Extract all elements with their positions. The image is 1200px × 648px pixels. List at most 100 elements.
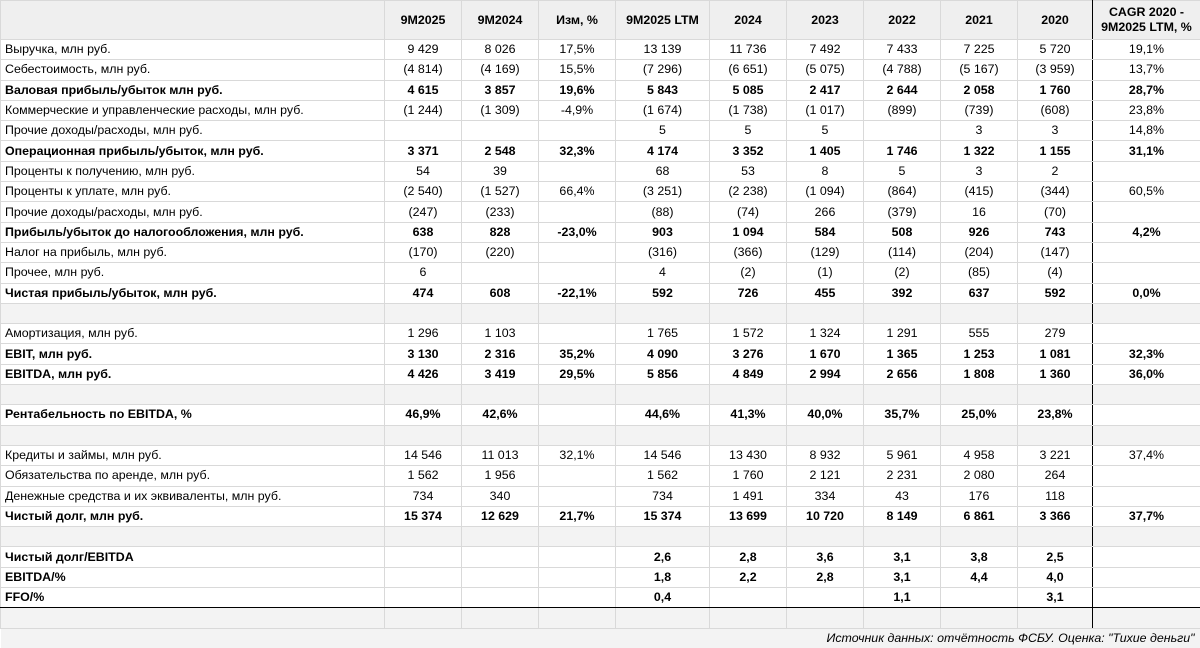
table-cell: (344): [1018, 182, 1093, 202]
table-cell: [385, 385, 462, 405]
table-cell: [462, 385, 539, 405]
table-cell: 3 419: [462, 364, 539, 384]
table-cell: 4 090: [616, 344, 710, 364]
table-cell: [539, 161, 616, 181]
table-cell: 2 231: [864, 466, 941, 486]
table-cell: 584: [787, 222, 864, 242]
table-cell: [1018, 425, 1093, 445]
table-cell: 264: [1018, 466, 1093, 486]
table-cell: 1 103: [462, 324, 539, 344]
table-cell: [539, 588, 616, 608]
table-cell: 4 174: [616, 141, 710, 161]
table-cell: [539, 486, 616, 506]
table-cell: (5 167): [941, 60, 1018, 80]
table-cell: [1093, 263, 1200, 283]
table-cell: [539, 242, 616, 262]
table-cell: [710, 425, 787, 445]
table-cell: 734: [385, 486, 462, 506]
table-cell: 15 374: [385, 506, 462, 526]
row-label: [1, 608, 385, 628]
header-cell-label: [1, 1, 385, 40]
table-row: Прибыль/убыток до налогообложения, млн р…: [1, 222, 1200, 242]
table-cell: 5: [616, 121, 710, 141]
table-cell: 15,5%: [539, 60, 616, 80]
table-cell: [616, 303, 710, 323]
table-cell: 508: [864, 222, 941, 242]
table-cell: 31,1%: [1093, 141, 1200, 161]
row-label: Прочее, млн руб.: [1, 263, 385, 283]
table-cell: [1093, 608, 1200, 628]
table-cell: 35,2%: [539, 344, 616, 364]
table-cell: (70): [1018, 202, 1093, 222]
table-cell: 4,0: [1018, 567, 1093, 587]
header-cell-2024: 2024: [710, 1, 787, 40]
table-cell: 4 426: [385, 364, 462, 384]
table-cell: 2 548: [462, 141, 539, 161]
table-cell: (1 738): [710, 100, 787, 120]
table-cell: [462, 547, 539, 567]
table-cell: 4 615: [385, 80, 462, 100]
table-cell: 555: [941, 324, 1018, 344]
table-cell: 25,0%: [941, 405, 1018, 425]
table-cell: [462, 608, 539, 628]
table-cell: [710, 608, 787, 628]
table-cell: (147): [1018, 242, 1093, 262]
row-label: FFO/%: [1, 588, 385, 608]
table-cell: (1 244): [385, 100, 462, 120]
table-cell: -22,1%: [539, 283, 616, 303]
row-label: Коммерческие и управленческие расходы, м…: [1, 100, 385, 120]
table-cell: 1 670: [787, 344, 864, 364]
table-cell: [1093, 161, 1200, 181]
table-cell: 2 058: [941, 80, 1018, 100]
row-label: Валовая прибыль/убыток млн руб.: [1, 80, 385, 100]
table-cell: 334: [787, 486, 864, 506]
table-cell: 734: [616, 486, 710, 506]
table-cell: 42,6%: [462, 405, 539, 425]
table-cell: 1 291: [864, 324, 941, 344]
table-cell: 5: [864, 161, 941, 181]
table-cell: 39: [462, 161, 539, 181]
table-cell: 2: [1018, 161, 1093, 181]
table-cell: 0,0%: [1093, 283, 1200, 303]
table-cell: (220): [462, 242, 539, 262]
table-cell: 608: [462, 283, 539, 303]
table-row: Прочие доходы/расходы, млн руб.(247)(233…: [1, 202, 1200, 222]
table-cell: 10 720: [787, 506, 864, 526]
table-cell: [1093, 425, 1200, 445]
table-cell: 2,2: [710, 567, 787, 587]
table-row: Операционная прибыль/убыток, млн руб.3 3…: [1, 141, 1200, 161]
table-cell: 3 221: [1018, 445, 1093, 465]
table-cell: (4 814): [385, 60, 462, 80]
table-cell: [1018, 385, 1093, 405]
table-cell: [941, 425, 1018, 445]
table-cell: 3 130: [385, 344, 462, 364]
table-cell: [787, 527, 864, 547]
spacer-row: [1, 608, 1200, 628]
header-cell-2023: 2023: [787, 1, 864, 40]
table-cell: (899): [864, 100, 941, 120]
row-label: Налог на прибыль, млн руб.: [1, 242, 385, 262]
table-cell: [1093, 547, 1200, 567]
table-cell: 1 572: [710, 324, 787, 344]
table-cell: -23,0%: [539, 222, 616, 242]
table-cell: 8: [787, 161, 864, 181]
table-cell: (170): [385, 242, 462, 262]
table-cell: (1 017): [787, 100, 864, 120]
table-cell: 3,6: [787, 547, 864, 567]
table-cell: (4 788): [864, 60, 941, 80]
row-label: [1, 425, 385, 445]
table-cell: [787, 385, 864, 405]
table-cell: 474: [385, 283, 462, 303]
table-cell: 1 324: [787, 324, 864, 344]
table-cell: 19,1%: [1093, 40, 1200, 60]
table-row: Налог на прибыль, млн руб.(170)(220)(316…: [1, 242, 1200, 262]
table-cell: [864, 303, 941, 323]
table-cell: 53: [710, 161, 787, 181]
table-row: Коммерческие и управленческие расходы, м…: [1, 100, 1200, 120]
table-cell: [539, 527, 616, 547]
